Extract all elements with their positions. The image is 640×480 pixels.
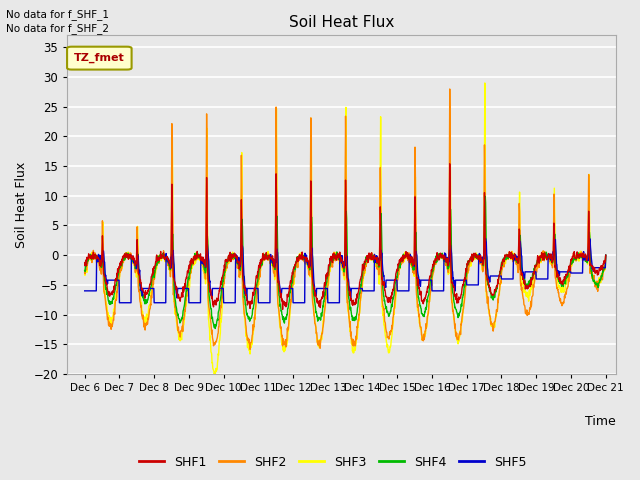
Text: No data for f_SHF_2: No data for f_SHF_2 xyxy=(6,23,109,34)
FancyBboxPatch shape xyxy=(67,47,132,70)
Y-axis label: Soil Heat Flux: Soil Heat Flux xyxy=(15,162,28,248)
Text: Time: Time xyxy=(586,415,616,428)
Text: No data for f_SHF_1: No data for f_SHF_1 xyxy=(6,9,109,20)
Text: TZ_fmet: TZ_fmet xyxy=(74,53,125,63)
Title: Soil Heat Flux: Soil Heat Flux xyxy=(289,15,394,30)
Legend: SHF1, SHF2, SHF3, SHF4, SHF5: SHF1, SHF2, SHF3, SHF4, SHF5 xyxy=(134,451,531,474)
